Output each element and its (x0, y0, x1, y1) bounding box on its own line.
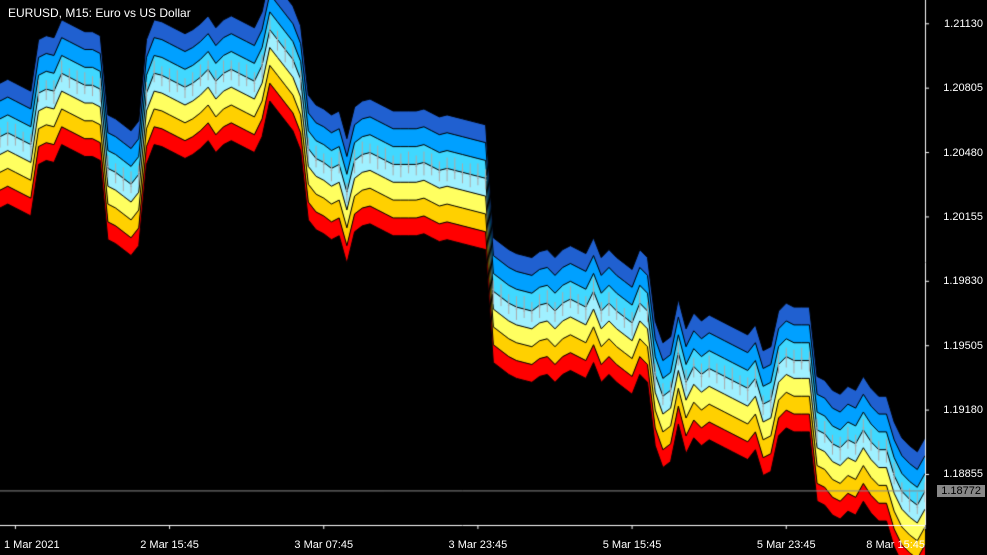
y-axis-tick-label: 1.20805 (943, 82, 983, 94)
current-price-badge: 1.18772 (937, 485, 985, 497)
x-axis-tick-label: 2 Mar 15:45 (140, 539, 199, 551)
y-axis-tick-label: 1.19505 (943, 340, 983, 352)
x-axis-tick-label: 8 Mar 15:45 (866, 539, 925, 551)
x-axis-tick-label: 3 Mar 07:45 (294, 539, 353, 551)
x-axis-tick-label: 5 Mar 23:45 (757, 539, 816, 551)
chart-title: EURUSD, M15: Euro vs US Dollar (8, 6, 191, 20)
chart-container[interactable]: EURUSD, M15: Euro vs US Dollar 1.18772 1… (0, 0, 987, 555)
y-axis-tick-label: 1.18855 (943, 468, 983, 480)
price-chart-canvas[interactable] (0, 0, 987, 555)
y-axis-tick-label: 1.21130 (944, 18, 983, 30)
y-axis-tick-label: 1.20480 (943, 147, 983, 159)
x-axis-tick-label: 5 Mar 15:45 (603, 539, 662, 551)
y-axis-tick-label: 1.19830 (943, 275, 983, 287)
x-axis-tick-label: 3 Mar 23:45 (449, 539, 508, 551)
x-axis-tick-label: 1 Mar 2021 (4, 539, 60, 551)
y-axis-tick-label: 1.20155 (943, 211, 983, 223)
y-axis-tick-label: 1.19180 (943, 404, 983, 416)
